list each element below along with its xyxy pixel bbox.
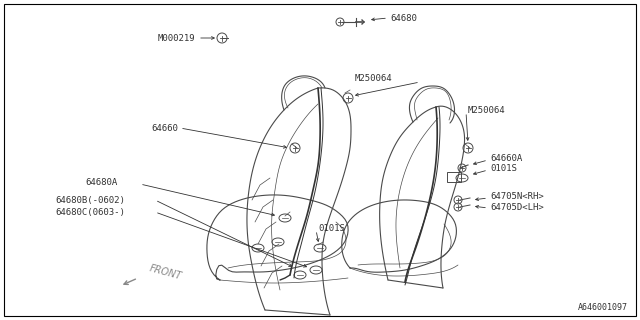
Text: M250064: M250064 bbox=[355, 74, 392, 83]
Text: 64660: 64660 bbox=[151, 124, 178, 132]
Text: 64705N<RH>: 64705N<RH> bbox=[490, 191, 544, 201]
Text: M250064: M250064 bbox=[468, 106, 506, 115]
Text: M000219: M000219 bbox=[157, 34, 195, 43]
Text: 64680C(0603-): 64680C(0603-) bbox=[55, 207, 125, 217]
Text: 0101S: 0101S bbox=[318, 223, 345, 233]
Text: 0101S: 0101S bbox=[490, 164, 517, 172]
Text: 64680: 64680 bbox=[390, 13, 417, 22]
Text: 64680B(-0602): 64680B(-0602) bbox=[55, 196, 125, 204]
Text: A646001097: A646001097 bbox=[578, 303, 628, 313]
Text: 64680A: 64680A bbox=[85, 178, 117, 187]
Text: 64705D<LH>: 64705D<LH> bbox=[490, 203, 544, 212]
Bar bbox=[447, 172, 461, 182]
Text: 64660A: 64660A bbox=[490, 154, 522, 163]
Text: FRONT: FRONT bbox=[148, 263, 182, 281]
